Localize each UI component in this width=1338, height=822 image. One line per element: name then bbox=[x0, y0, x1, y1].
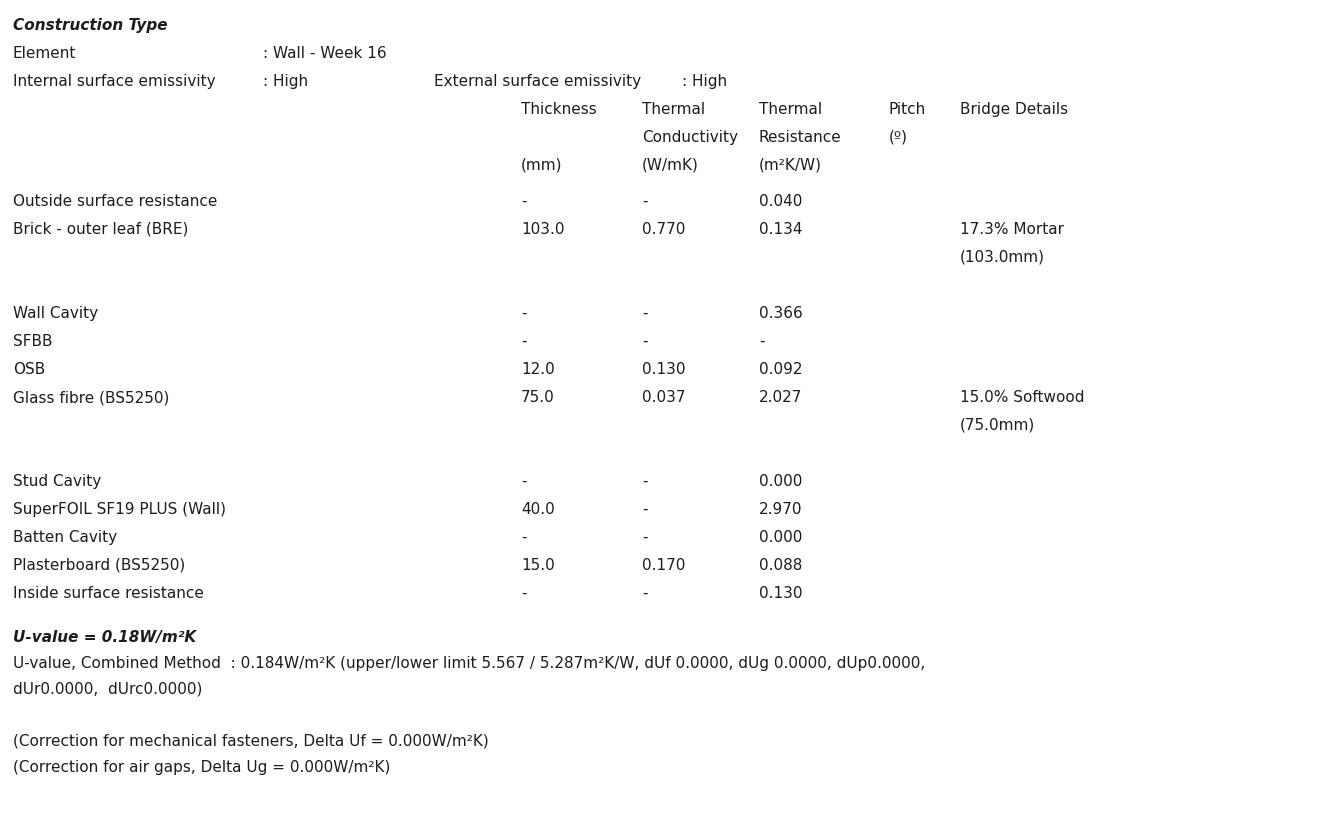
Text: 0.037: 0.037 bbox=[642, 390, 685, 405]
Text: 0.088: 0.088 bbox=[759, 558, 803, 573]
Text: Internal surface emissivity: Internal surface emissivity bbox=[13, 74, 215, 89]
Text: (Correction for mechanical fasteners, Delta Uf = 0.000W/m²K): (Correction for mechanical fasteners, De… bbox=[13, 734, 488, 749]
Text: 0.770: 0.770 bbox=[642, 222, 685, 237]
Text: 75.0: 75.0 bbox=[520, 390, 555, 405]
Text: -: - bbox=[520, 586, 526, 601]
Text: (75.0mm): (75.0mm) bbox=[959, 418, 1036, 433]
Text: Glass fibre (BS5250): Glass fibre (BS5250) bbox=[13, 390, 170, 405]
Text: -: - bbox=[642, 530, 648, 545]
Text: 0.092: 0.092 bbox=[759, 362, 803, 377]
Text: U-value, Combined Method  : 0.184W/m²K (upper/lower limit 5.567 / 5.287m²K/W, dU: U-value, Combined Method : 0.184W/m²K (u… bbox=[13, 656, 926, 671]
Text: SuperFOIL SF19 PLUS (Wall): SuperFOIL SF19 PLUS (Wall) bbox=[13, 502, 226, 517]
Text: 0.040: 0.040 bbox=[759, 194, 803, 209]
Text: 103.0: 103.0 bbox=[520, 222, 565, 237]
Text: : Wall - Week 16: : Wall - Week 16 bbox=[264, 46, 387, 61]
Text: -: - bbox=[642, 502, 648, 517]
Text: 17.3% Mortar: 17.3% Mortar bbox=[959, 222, 1064, 237]
Text: (º): (º) bbox=[888, 130, 909, 145]
Text: 0.130: 0.130 bbox=[759, 586, 803, 601]
Text: Bridge Details: Bridge Details bbox=[959, 102, 1068, 117]
Text: (mm): (mm) bbox=[520, 158, 562, 173]
Text: SFBB: SFBB bbox=[13, 334, 52, 349]
Text: : High: : High bbox=[682, 74, 727, 89]
Text: : High: : High bbox=[264, 74, 308, 89]
Text: 0.134: 0.134 bbox=[759, 222, 803, 237]
Text: (103.0mm): (103.0mm) bbox=[959, 250, 1045, 265]
Text: -: - bbox=[759, 334, 764, 349]
Text: Conductivity: Conductivity bbox=[642, 130, 739, 145]
Text: 0.000: 0.000 bbox=[759, 530, 803, 545]
Text: Stud Cavity: Stud Cavity bbox=[13, 474, 102, 489]
Text: 2.970: 2.970 bbox=[759, 502, 803, 517]
Text: Construction Type: Construction Type bbox=[13, 18, 167, 33]
Text: Plasterboard (BS5250): Plasterboard (BS5250) bbox=[13, 558, 185, 573]
Text: Brick - outer leaf (BRE): Brick - outer leaf (BRE) bbox=[13, 222, 189, 237]
Text: U-value = 0.18W/m²K: U-value = 0.18W/m²K bbox=[13, 630, 197, 645]
Text: External surface emissivity: External surface emissivity bbox=[434, 74, 641, 89]
Text: 0.130: 0.130 bbox=[642, 362, 685, 377]
Text: -: - bbox=[520, 194, 526, 209]
Text: -: - bbox=[642, 474, 648, 489]
Text: Thickness: Thickness bbox=[520, 102, 597, 117]
Text: -: - bbox=[520, 530, 526, 545]
Text: Element: Element bbox=[13, 46, 76, 61]
Text: Resistance: Resistance bbox=[759, 130, 842, 145]
Text: 15.0: 15.0 bbox=[520, 558, 555, 573]
Text: Outside surface resistance: Outside surface resistance bbox=[13, 194, 217, 209]
Text: Pitch: Pitch bbox=[888, 102, 926, 117]
Text: 0.170: 0.170 bbox=[642, 558, 685, 573]
Text: Thermal: Thermal bbox=[642, 102, 705, 117]
Text: Inside surface resistance: Inside surface resistance bbox=[13, 586, 203, 601]
Text: Batten Cavity: Batten Cavity bbox=[13, 530, 118, 545]
Text: (m²K/W): (m²K/W) bbox=[759, 158, 822, 173]
Text: 0.366: 0.366 bbox=[759, 306, 803, 321]
Text: -: - bbox=[642, 194, 648, 209]
Text: dUr0.0000,  dUrc0.0000): dUr0.0000, dUrc0.0000) bbox=[13, 682, 202, 697]
Text: 40.0: 40.0 bbox=[520, 502, 555, 517]
Text: -: - bbox=[642, 334, 648, 349]
Text: -: - bbox=[520, 334, 526, 349]
Text: -: - bbox=[642, 306, 648, 321]
Text: -: - bbox=[642, 586, 648, 601]
Text: (Correction for air gaps, Delta Ug = 0.000W/m²K): (Correction for air gaps, Delta Ug = 0.0… bbox=[13, 760, 391, 775]
Text: OSB: OSB bbox=[13, 362, 45, 377]
Text: Thermal: Thermal bbox=[759, 102, 822, 117]
Text: 2.027: 2.027 bbox=[759, 390, 803, 405]
Text: (W/mK): (W/mK) bbox=[642, 158, 698, 173]
Text: 0.000: 0.000 bbox=[759, 474, 803, 489]
Text: 15.0% Softwood: 15.0% Softwood bbox=[959, 390, 1085, 405]
Text: -: - bbox=[520, 474, 526, 489]
Text: Wall Cavity: Wall Cavity bbox=[13, 306, 98, 321]
Text: 12.0: 12.0 bbox=[520, 362, 555, 377]
Text: -: - bbox=[520, 306, 526, 321]
